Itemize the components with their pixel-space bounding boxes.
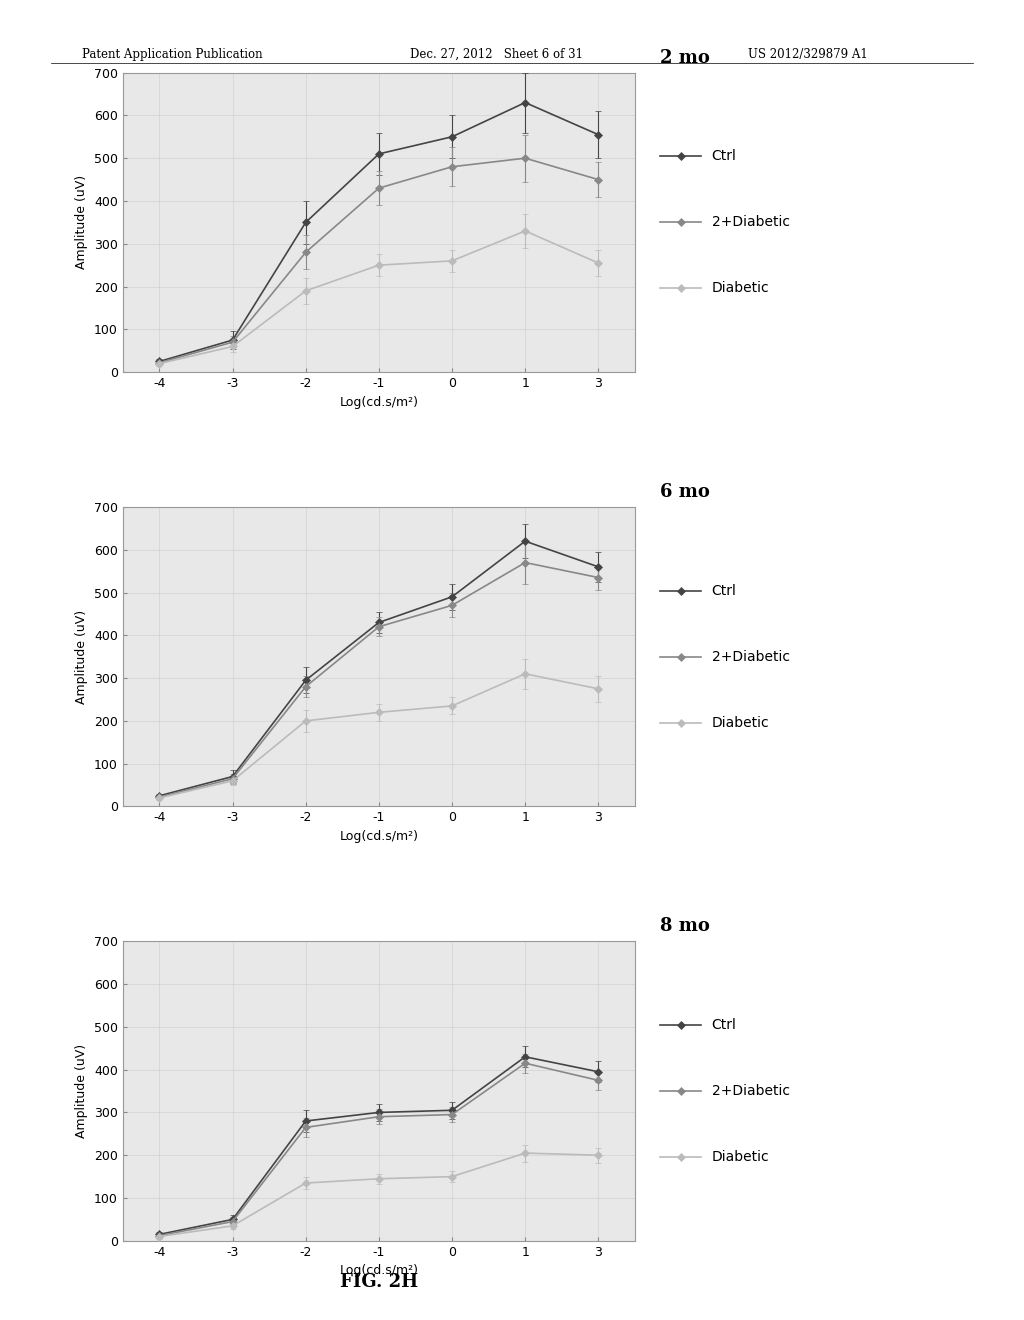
Text: 6 mo: 6 mo: [660, 483, 711, 502]
Text: 2+Diabetic: 2+Diabetic: [712, 649, 790, 664]
Text: Patent Application Publication: Patent Application Publication: [82, 48, 262, 61]
Text: 2+Diabetic: 2+Diabetic: [712, 215, 790, 230]
Text: Ctrl: Ctrl: [712, 1018, 736, 1032]
Text: Ctrl: Ctrl: [712, 583, 736, 598]
Text: Ctrl: Ctrl: [712, 149, 736, 164]
Text: FIG. 2H: FIG. 2H: [340, 1272, 418, 1291]
Text: Diabetic: Diabetic: [712, 281, 769, 296]
Text: 8 mo: 8 mo: [660, 917, 711, 936]
X-axis label: Log(cd.s/m²): Log(cd.s/m²): [339, 396, 419, 409]
Text: 2 mo: 2 mo: [660, 49, 711, 66]
Text: Diabetic: Diabetic: [712, 715, 769, 730]
Y-axis label: Amplitude (uV): Amplitude (uV): [76, 176, 88, 269]
X-axis label: Log(cd.s/m²): Log(cd.s/m²): [339, 1265, 419, 1278]
Text: Diabetic: Diabetic: [712, 1150, 769, 1164]
Text: 2+Diabetic: 2+Diabetic: [712, 1084, 790, 1098]
Y-axis label: Amplitude (uV): Amplitude (uV): [76, 1044, 88, 1138]
Text: Dec. 27, 2012   Sheet 6 of 31: Dec. 27, 2012 Sheet 6 of 31: [410, 48, 583, 61]
X-axis label: Log(cd.s/m²): Log(cd.s/m²): [339, 830, 419, 843]
Text: US 2012/329879 A1: US 2012/329879 A1: [748, 48, 867, 61]
Y-axis label: Amplitude (uV): Amplitude (uV): [76, 610, 88, 704]
